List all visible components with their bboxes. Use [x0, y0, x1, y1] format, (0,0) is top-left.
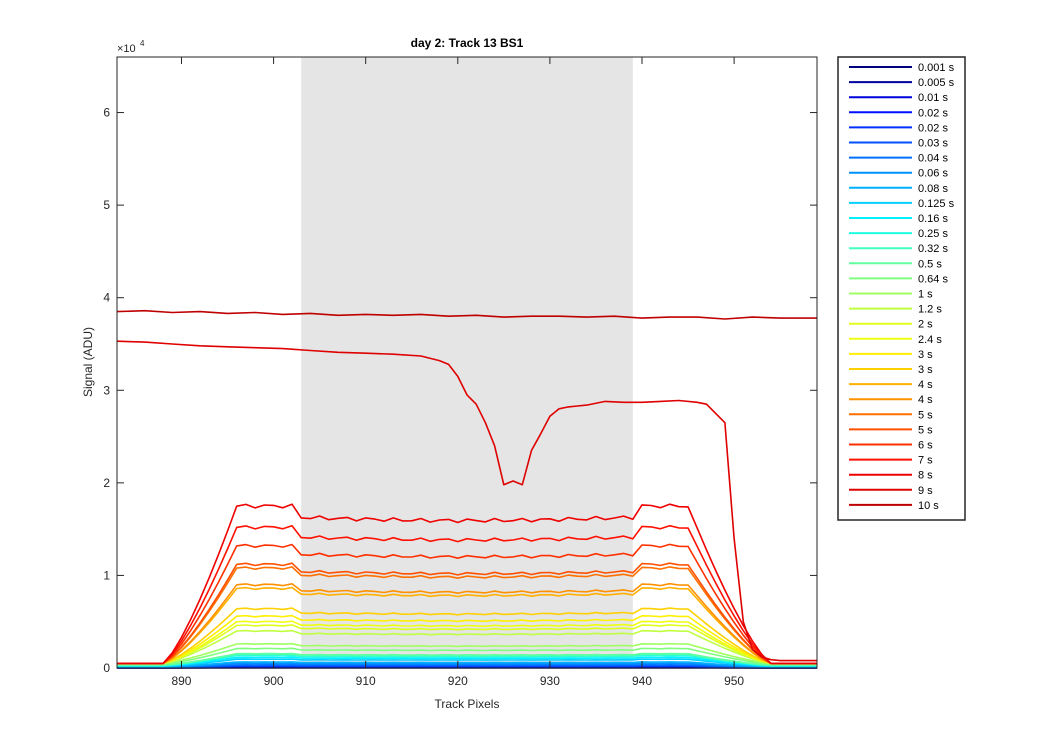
y-exponent-base: ×10: [117, 43, 136, 55]
legend-label: 0.02 s: [918, 107, 948, 119]
legend-label: 6 s: [918, 440, 933, 452]
y-tick-label: 0: [103, 661, 110, 675]
series-line-19: [117, 620, 817, 665]
legend-label: 4 s: [918, 394, 933, 406]
legend-label: 2 s: [918, 319, 933, 331]
x-axis-label: Track Pixels: [435, 697, 500, 711]
y-tick-label: 3: [103, 383, 110, 397]
series-line-18: [117, 624, 817, 665]
x-tick-label: 910: [356, 674, 376, 688]
series-layer: [116, 309, 817, 669]
x-tick-label: 940: [632, 674, 652, 688]
y-tick-label: 5: [103, 198, 110, 212]
series-line-23: [117, 582, 817, 665]
series-line-27: [117, 524, 817, 665]
y-axis-label: Signal (ADU): [81, 327, 95, 397]
shaded-region: [301, 57, 633, 668]
y-tick-label: 2: [103, 476, 110, 490]
series-line-15: [117, 647, 817, 665]
series-line-21: [117, 607, 817, 665]
series-line-30: [116, 309, 817, 320]
legend-label: 1 s: [918, 289, 933, 301]
series-line-17: [117, 629, 817, 665]
legend-label: 0.04 s: [918, 153, 948, 165]
x-tick-label: 890: [171, 674, 191, 688]
legend: 0.001 s 0.005 s 0.01 s 0.02 s 0.02 s 0.03 s 0.…: [837, 56, 966, 521]
legend-box: [837, 56, 966, 521]
series-line-16: [117, 642, 817, 665]
legend-label: 0.125 s: [918, 198, 955, 210]
series-line-24: [117, 566, 817, 665]
legend-label: 0.5 s: [918, 258, 942, 270]
y-tick-label: 6: [103, 106, 110, 120]
legend-label: 2.4 s: [918, 334, 942, 346]
series-line-7: [117, 664, 817, 669]
legend-label: 9 s: [918, 485, 933, 497]
y-exponent-power: 4: [140, 39, 145, 48]
legend-label: 10 s: [918, 500, 939, 512]
axes-box: [116, 56, 818, 669]
series-line-22: [117, 586, 817, 665]
y-tick-label: 4: [103, 291, 110, 305]
legend-label: 0.02 s: [918, 122, 948, 134]
legend-label: 3 s: [918, 364, 933, 376]
legend-label: 5 s: [918, 409, 933, 421]
y-tick-label: 1: [103, 568, 110, 582]
series-line-10: [117, 658, 817, 667]
x-tick-label: 950: [724, 674, 744, 688]
series-line-9: [117, 661, 817, 668]
legend-label: 1.2 s: [918, 304, 942, 316]
legend-label: 0.64 s: [918, 273, 948, 285]
legend-label: 0.03 s: [918, 138, 948, 150]
series-line-29: [116, 340, 817, 662]
legend-label: 5 s: [918, 424, 933, 436]
legend-label: 0.08 s: [918, 183, 948, 195]
series-line-20: [117, 614, 817, 665]
series-line-26: [117, 543, 817, 665]
legend-label: 8 s: [918, 470, 933, 482]
x-tick-label: 900: [264, 674, 284, 688]
legend-label: 0.06 s: [918, 168, 948, 180]
legend-label: 0.005 s: [918, 77, 955, 89]
legend-label: 7 s: [918, 455, 933, 467]
legend-label: 0.001 s: [918, 62, 955, 74]
series-line-8: [117, 662, 817, 668]
series-line-11: [117, 656, 817, 667]
series-line-28: [117, 503, 817, 665]
x-tick-label: 930: [540, 674, 560, 688]
legend-label: 4 s: [918, 379, 933, 391]
x-tick-label: 920: [448, 674, 468, 688]
legend-label: 0.32 s: [918, 243, 948, 255]
series-line-14: [117, 652, 817, 666]
series-line-25: [117, 562, 817, 665]
shaded-region-layer: [301, 57, 633, 668]
legend-label: 0.01 s: [918, 92, 948, 104]
legend-label: 3 s: [918, 349, 933, 361]
axes-layer: 890 900 910 920 930 940 950 0 1 2 3 4 5 6: [103, 56, 818, 688]
legend-label: 0.16 s: [918, 213, 948, 225]
chart-title: day 2: Track 13 BS1: [411, 36, 524, 50]
legend-label: 0.25 s: [918, 228, 948, 240]
